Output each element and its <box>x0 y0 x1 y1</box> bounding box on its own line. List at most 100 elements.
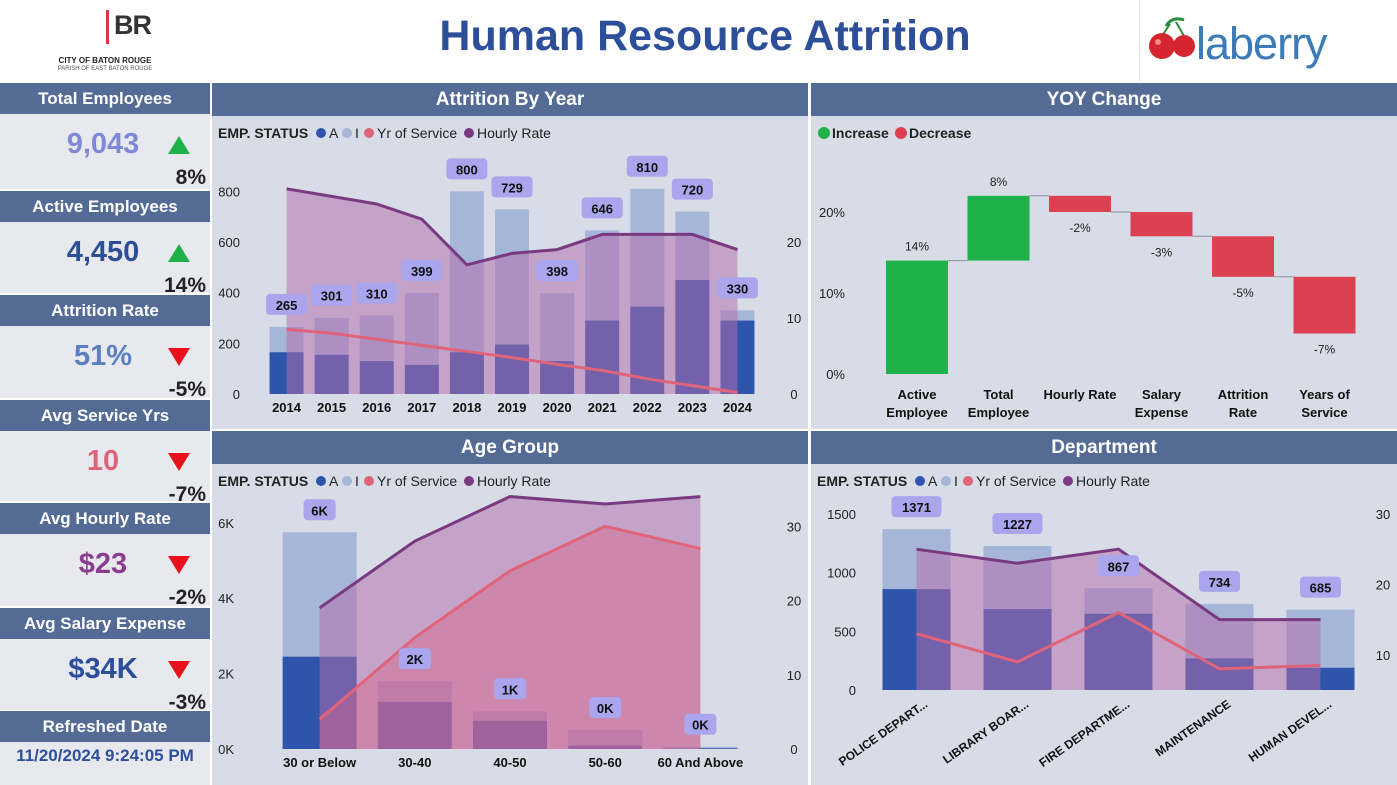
kpi-value: 9,043 <box>66 128 140 160</box>
waterfall-bar[interactable] <box>1293 276 1356 334</box>
arrow-down-icon <box>168 661 190 679</box>
kpi-change: -7% <box>168 483 206 506</box>
x-tick-label: 2020 <box>543 400 572 415</box>
kpi-value: 51% <box>73 340 133 372</box>
total-label: 800 <box>456 162 478 177</box>
arrow-down-icon <box>168 556 190 574</box>
yoy-legend: Increase Decrease <box>818 125 971 141</box>
y2-tick-label: 10 <box>787 311 801 326</box>
y-tick-label: 1000 <box>827 566 856 581</box>
total-label: 2K <box>406 652 423 667</box>
x-tick-label: POLICE DEPART... <box>836 697 930 769</box>
total-label-pill <box>266 293 308 315</box>
total-label: 867 <box>1108 559 1130 574</box>
waterfall-bar[interactable] <box>1212 236 1274 277</box>
bar-inactive[interactable] <box>720 310 755 321</box>
legend-marker-a <box>316 476 326 486</box>
x-tick-label: 2019 <box>498 400 527 415</box>
refreshed-date-header: Refreshed Date <box>0 711 210 742</box>
legend-marker-a <box>316 128 326 138</box>
age-group-chart: EMP. STATUS A I Yr of Service Hourly Rate 0K 2… <box>218 473 801 770</box>
x-tick-label: Active Employee <box>886 387 947 420</box>
legend-title: EMP. STATUS <box>218 473 308 489</box>
hourly-rate-area <box>916 549 1321 690</box>
total-label: 330 <box>727 281 749 296</box>
yr-of-service-line[interactable] <box>286 327 738 394</box>
kpi-label: Attrition Rate <box>0 295 210 326</box>
legend-marker-hourly <box>464 128 474 138</box>
attrition-by-year-panel: Attrition By Year EMP. STATUS A I Yr of Ser… <box>212 83 808 429</box>
city-logo: BR CITY OF BATON ROUGE PARISH OF EAST BA… <box>0 0 210 82</box>
waterfall-label: -5% <box>1232 286 1254 300</box>
yoy-change-chart: Increase Decrease 0% 10% 20% 14% Active Employe… <box>818 125 1356 420</box>
total-label-pill <box>398 648 431 670</box>
y-tick-label: 200 <box>218 336 240 351</box>
waterfall-bar[interactable] <box>1049 195 1111 212</box>
waterfall-bar[interactable] <box>886 260 948 374</box>
bar-active[interactable] <box>663 748 738 749</box>
refreshed-date-body <box>0 742 210 785</box>
bar-inactive[interactable] <box>663 746 738 749</box>
legend-marker-hourly <box>1063 476 1073 486</box>
kpi-card <box>0 639 210 710</box>
hourly-rate-line[interactable] <box>286 187 738 267</box>
kpi-label: Avg Salary Expense <box>0 608 210 639</box>
legend-title: EMP. STATUS <box>218 125 308 141</box>
total-label: 6K <box>311 503 328 518</box>
hourly-rate-line[interactable] <box>916 547 1321 622</box>
arrow-down-icon <box>168 453 190 471</box>
yr-of-service-line[interactable] <box>318 524 701 721</box>
x-tick-label: 2017 <box>407 400 436 415</box>
age-group-panel: Age Group EMP. STATUS A I Yr of Service Hour… <box>212 431 808 785</box>
total-label: 399 <box>411 264 433 279</box>
y-tick-label: 800 <box>218 184 240 199</box>
kpi-change: 8% <box>175 166 206 189</box>
legend-marker-a <box>915 476 925 486</box>
y-tick-label: 1500 <box>827 507 856 522</box>
y-tick-label: 500 <box>834 624 856 639</box>
legend-marker-i <box>342 128 352 138</box>
legend-marker-service <box>364 128 374 138</box>
x-tick-label: 40-50 <box>493 755 526 770</box>
x-tick-label: Hourly Rate <box>1044 387 1117 402</box>
total-label: 720 <box>682 183 704 198</box>
kpi-change: 14% <box>163 274 206 297</box>
x-tick-label: 30 or Below <box>283 755 357 770</box>
total-label: 310 <box>366 286 388 301</box>
legend-label-a: A <box>329 473 339 489</box>
x-tick-label: Years of Service <box>1299 387 1350 420</box>
y-tick-label: 0 <box>849 683 856 698</box>
department-title: Department <box>811 431 1397 464</box>
legend-marker-increase <box>818 127 830 139</box>
total-label-pill <box>446 158 488 180</box>
total-label: 646 <box>591 201 613 216</box>
legend-marker-i <box>342 476 352 486</box>
total-label-pill <box>626 155 668 177</box>
x-tick-label: Attrition Rate <box>1218 387 1269 420</box>
waterfall-bar[interactable] <box>1130 212 1193 237</box>
refreshed-date-value: 11/20/2024 9:24:05 PM <box>16 746 194 765</box>
yr-of-service-line[interactable] <box>916 610 1321 671</box>
x-tick-label: 2015 <box>317 400 346 415</box>
y-tick-label: 0 <box>233 387 240 402</box>
x-tick-label: Total Employee <box>968 387 1029 420</box>
chart-legend: EMP. STATUS A I Yr of Service Hourly Rate <box>218 125 551 141</box>
x-tick-label: 50-60 <box>589 755 622 770</box>
x-tick-label: 2022 <box>633 400 662 415</box>
waterfall-bar[interactable] <box>967 195 1030 261</box>
legend-label-hourly: Hourly Rate <box>1076 473 1150 489</box>
department-chart: EMP. STATUS A I Yr of Service Hourly Rate 0 50… <box>817 473 1390 770</box>
hourly-rate-area <box>319 496 701 749</box>
kpi-card <box>0 431 210 501</box>
total-label-pill <box>684 713 717 735</box>
legend-label-hourly: Hourly Rate <box>477 125 551 141</box>
kpi-change: -5% <box>168 378 206 401</box>
y-tick-label: 0K <box>218 742 234 757</box>
x-tick-label: Salary Expense <box>1135 387 1188 420</box>
total-label-pill <box>356 282 398 304</box>
chart-legend: EMP. STATUS A I Yr of Service Hourly Rate <box>218 473 551 489</box>
total-label: 1K <box>502 682 519 697</box>
total-label: 0K <box>597 701 614 716</box>
hourly-rate-line[interactable] <box>318 495 701 610</box>
total-label: 685 <box>1310 581 1332 596</box>
